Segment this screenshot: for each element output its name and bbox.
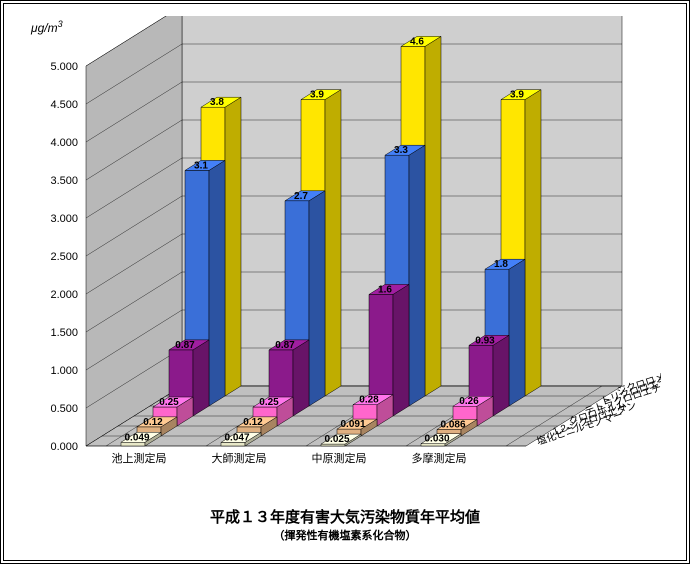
y-tick-label: 0.500 [50,403,78,415]
bar-value-label: 3.9 [510,90,524,101]
bar-value-label: 1.8 [494,259,508,270]
bar-value-label: 0.086 [440,419,465,430]
bar-side [325,90,341,396]
y-tick-label: 3.000 [50,213,78,225]
bar-value-label: 0.12 [143,417,163,428]
y-tick-label: 1.000 [50,365,78,377]
chart-subtitle: （揮発性有機塩素系化合物） [1,527,689,543]
bar-value-label: 3.8 [210,97,224,108]
chart-title: 平成１３年度有害大気汚染物質年平均値 [1,506,689,527]
y-tick-label: 2.000 [50,289,78,301]
bar-value-label: 3.1 [194,160,208,171]
plot-area: 0.000 0.500 1.000 1.500 2.000 2.500 3.000 3.500… [21,16,661,466]
bar-value-label: 0.26 [459,396,479,407]
bar-side [209,160,225,406]
category-label: 多摩測定局 [412,451,467,465]
bar-value-label: 0.28 [359,395,379,406]
bar-side [509,259,525,406]
bar-value-label: 3.3 [394,145,408,156]
bar-value-label: 0.25 [159,397,179,408]
bar-value-label: 0.87 [175,340,195,351]
bar-value-label: 3.9 [310,90,324,101]
bar-value-label: 1.6 [378,284,392,295]
bar-value-label: 0.049 [124,432,149,443]
bar-side [393,284,409,416]
y-tick-label: 3.500 [50,175,78,187]
bar-value-label: 0.030 [424,434,449,445]
bar-value-label: 0.047 [224,432,249,443]
chart-caption: 平成１３年度有害大気汚染物質年平均値 （揮発性有機塩素系化合物） [1,506,689,543]
bar-value-label: 2.7 [294,191,308,202]
bar-value-label: 0.025 [324,434,349,445]
chart-frame: μg/m3 0.0000.5001.0001.5002.0002.5003.00… [0,0,690,564]
bar-value-label: 0.091 [340,419,365,430]
bar-value-label: 4.6 [410,36,424,47]
bar-side [309,191,325,406]
y-tick-label: 4.000 [50,137,78,149]
bar-side [225,97,241,396]
bar-side [525,90,541,396]
bar-value-label: 0.12 [243,417,263,428]
left-wall [86,16,182,446]
bar-side [293,340,309,416]
bar-value-label: 0.87 [275,340,295,351]
bar-side [425,36,441,396]
bar-side [409,145,425,406]
bar-value-label: 0.93 [475,335,495,346]
category-label: 大師測定局 [212,451,267,465]
y-tick-label: 1.500 [50,327,78,339]
bar-side [493,335,509,416]
category-label: 中原測定局 [312,451,367,465]
y-tick-label: 4.500 [50,99,78,111]
y-tick-label: 5.000 [50,61,78,73]
bar-value-label: 0.25 [259,397,279,408]
bar-side [193,340,209,416]
y-tick-label: 0.000 [50,441,78,453]
y-tick-label: 2.500 [50,251,78,263]
category-label: 池上測定局 [112,451,167,465]
